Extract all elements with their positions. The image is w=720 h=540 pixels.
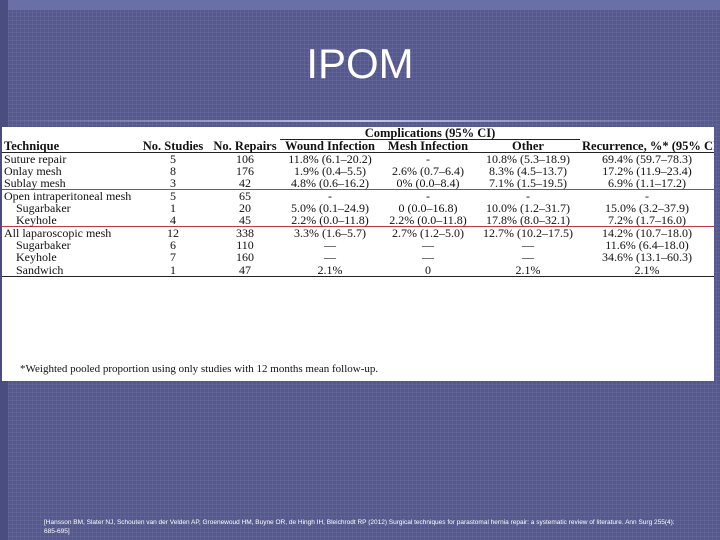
table-row-highlighted: Keyhole 4 45 2.2% (0.0–11.8) 2.2% (0.0–1… xyxy=(2,214,714,227)
cell-recurrence: 17.2% (11.9–23.4) xyxy=(602,164,692,178)
cell-repairs: 110 xyxy=(236,238,254,252)
cell-studies: 4 xyxy=(136,214,210,227)
cell-mesh: 2.6% (0.7–6.4) xyxy=(392,164,464,178)
cell-wound: 1.9% (0.4–5.5) xyxy=(294,164,366,178)
cell-mesh: — xyxy=(422,238,434,252)
cell-studies: 7 xyxy=(170,250,176,264)
cell-other: — xyxy=(522,250,535,264)
table-footnote: *Weighted pooled proportion using only s… xyxy=(20,363,379,375)
cell-technique: Sugarbaker xyxy=(16,201,71,215)
cell-recurrence: 2.1% xyxy=(580,263,714,277)
cell-wound: 11.8% (6.1–20.2) xyxy=(288,152,372,166)
col-wound-infection: Wound Infection xyxy=(280,139,380,153)
table-row: Sandwich 1 47 2.1% 0 2.1% 2.1% xyxy=(2,263,714,277)
cell-studies: 12 xyxy=(167,226,179,240)
cell-other: 7.1% (1.5–19.5) xyxy=(489,176,568,190)
cell-wound: 2.1% xyxy=(280,263,380,277)
cell-other: 2.1% xyxy=(476,263,581,277)
table-image: Complications (95% CI) Technique No. Stu… xyxy=(2,127,714,381)
col-repairs: No. Repairs xyxy=(210,139,280,153)
cell-recurrence: 6.9% (1.1–17.2) xyxy=(608,176,687,190)
cell-wound: 2.2% (0.0–11.8) xyxy=(280,214,380,227)
cell-technique: Sublay mesh xyxy=(4,176,66,190)
cell-repairs: 106 xyxy=(236,152,254,166)
cell-other: 10.0% (1.2–31.7) xyxy=(486,201,571,215)
title-divider xyxy=(0,120,720,122)
cell-mesh: 0 xyxy=(380,263,476,277)
cell-wound: — xyxy=(324,250,336,264)
cell-repairs: 160 xyxy=(236,250,254,264)
col-studies: No. Studies xyxy=(136,139,210,153)
top-bar xyxy=(0,0,720,10)
cell-repairs: 20 xyxy=(239,201,251,215)
cell-other: 10.8% (5.3–18.9) xyxy=(486,152,571,166)
cell-wound: 5.0% (0.1–24.9) xyxy=(291,201,369,215)
col-technique: Technique xyxy=(2,139,136,153)
table-row: Sublay mesh 3 42 4.8% (0.6–16.2) 0% (0.0… xyxy=(2,177,714,190)
cell-mesh: 0% (0.0–8.4) xyxy=(396,176,460,190)
cell-wound: 4.8% (0.6–16.2) xyxy=(291,176,369,190)
cell-recurrence: 11.6% (6.4–18.0) xyxy=(605,238,689,252)
cell-technique: Keyhole xyxy=(2,214,136,227)
cell-mesh: 2.2% (0.0–11.8) xyxy=(380,214,476,227)
cell-studies: 8 xyxy=(170,164,176,178)
cell-other: 17.8% (8.0–32.1) xyxy=(476,214,581,227)
cell-wound: — xyxy=(324,238,336,252)
cell-other: 12.7% (10.2–17.5) xyxy=(483,226,574,240)
cell-recurrence: - xyxy=(580,189,714,202)
column-header-row: Technique No. Studies No. Repairs Wound … xyxy=(2,138,714,153)
col-other: Other xyxy=(476,139,581,153)
cell-repairs: 65 xyxy=(210,189,280,202)
cell-repairs: 45 xyxy=(210,214,280,227)
citation: [Hansson BM, Slater NJ, Schouten van der… xyxy=(44,519,675,535)
col-recurrence: Recurrence, %* (95% CI) xyxy=(580,138,714,153)
table-row: All laparoscopic mesh 12 338 3.3% (1.6–5… xyxy=(2,227,714,240)
cell-mesh: — xyxy=(422,250,434,264)
cell-other: — xyxy=(522,238,535,252)
cell-wound: - xyxy=(280,189,380,202)
table-row: Suture repair 5 106 11.8% (6.1–20.2) - 1… xyxy=(2,153,714,166)
cell-repairs: 176 xyxy=(236,164,254,178)
cell-studies: 6 xyxy=(170,238,176,252)
table-row: Keyhole 7 160 — — — 34.6% (13.1–60.3) xyxy=(2,251,714,263)
cell-recurrence: 69.4% (59.7–78.3) xyxy=(602,152,693,166)
cell-technique: All laparoscopic mesh xyxy=(4,226,112,240)
table-row-highlighted: Open intraperitoneal mesh 5 65 - - - - xyxy=(2,189,714,202)
cell-mesh: - xyxy=(380,189,476,202)
cell-repairs: 47 xyxy=(210,263,280,277)
cell-other: - xyxy=(476,189,581,202)
group-header-row: Complications (95% CI) xyxy=(2,127,714,140)
cell-technique: Open intraperitoneal mesh xyxy=(2,189,136,202)
cell-technique: Suture repair xyxy=(4,152,67,166)
cell-recurrence: 34.6% (13.1–60.3) xyxy=(602,250,693,264)
cell-repairs: 42 xyxy=(239,176,251,190)
cell-wound: 3.3% (1.6–5.7) xyxy=(294,226,366,240)
table-row: Onlay mesh 8 176 1.9% (0.4–5.5) 2.6% (0.… xyxy=(2,165,714,177)
results-table: Complications (95% CI) Technique No. Stu… xyxy=(2,127,714,277)
cell-recurrence: 14.2% (10.7–18.0) xyxy=(602,226,693,240)
cell-technique: Keyhole xyxy=(16,250,57,264)
table-row-highlighted: Sugarbaker 1 20 5.0% (0.1–24.9) 0 (0.0–1… xyxy=(2,202,714,214)
cell-technique: Sugarbaker xyxy=(16,238,71,252)
cell-mesh: 0 (0.0–16.8) xyxy=(398,201,458,215)
cell-other: 8.3% (4.5–13.7) xyxy=(489,164,568,178)
cell-studies: 5 xyxy=(136,189,210,202)
cell-technique: Sandwich xyxy=(2,263,136,277)
cell-recurrence: 7.2% (1.7–16.0) xyxy=(580,214,714,227)
cell-studies: 3 xyxy=(170,176,176,190)
cell-repairs: 338 xyxy=(236,226,254,240)
cell-recurrence: 15.0% (3.2–37.9) xyxy=(605,201,690,215)
slide-title: IPOM xyxy=(306,40,414,87)
cell-studies: 1 xyxy=(136,263,210,277)
col-mesh-infection: Mesh Infection xyxy=(380,139,476,153)
complications-group-header: Complications (95% CI) xyxy=(280,127,581,140)
cell-technique: Onlay mesh xyxy=(4,164,62,178)
cell-studies: 5 xyxy=(170,152,176,166)
cell-studies: 1 xyxy=(170,201,176,215)
table-row: Sugarbaker 6 110 — — — 11.6% (6.4–18.0) xyxy=(2,239,714,251)
cell-mesh: - xyxy=(426,152,430,166)
cell-mesh: 2.7% (1.2–5.0) xyxy=(392,226,464,240)
